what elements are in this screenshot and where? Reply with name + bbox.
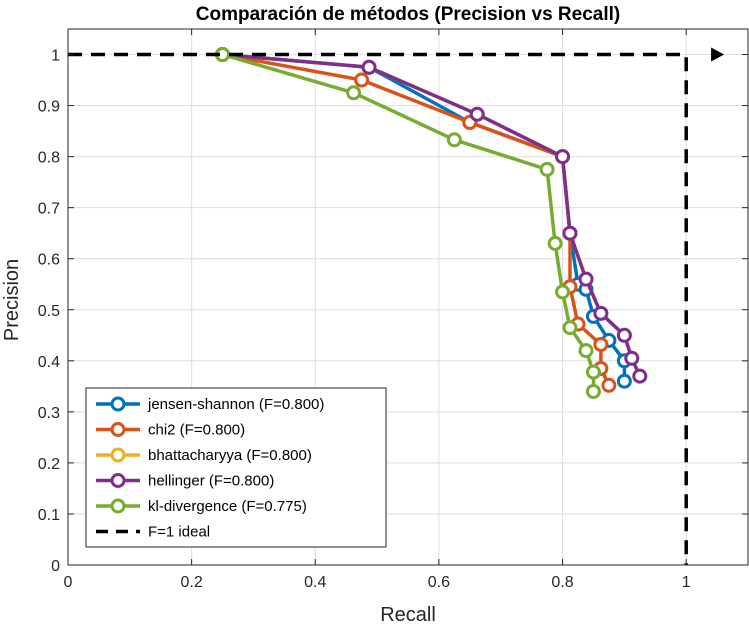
data-point [555, 284, 571, 300]
y-tick-label: 0.2 [38, 456, 60, 473]
series-line [222, 52, 596, 392]
x-tick-labels: 0 0.2 0.4 0.6 0.8 1 [64, 574, 691, 591]
x-tick-label: 1 [682, 574, 691, 591]
x-axis-label: Recall [380, 604, 436, 626]
legend-swatch-marker [110, 422, 126, 437]
series-4 [215, 47, 601, 399]
data-point [446, 132, 462, 148]
legend-label: kl-divergence (F=0.775) [148, 498, 307, 515]
series-line [222, 52, 642, 377]
data-point [616, 373, 632, 389]
legend-item: bhattacharyya (F=0.800) [96, 447, 312, 464]
data-point [585, 364, 601, 380]
y-tick-label: 0.1 [38, 507, 60, 524]
data-point [469, 106, 485, 122]
data-point [578, 271, 594, 287]
y-tick-label: 0.7 [38, 201, 60, 218]
data-point [632, 368, 648, 384]
data-point [562, 320, 578, 336]
data-point [585, 383, 601, 399]
legend-label: F=1 ideal [148, 524, 210, 541]
legend-item: jensen-shannon (F=0.800) [96, 396, 324, 413]
legend-label: bhattacharyya (F=0.800) [148, 447, 312, 464]
y-tick-label: 0 [51, 558, 60, 575]
data-point [562, 225, 578, 241]
legend: jensen-shannon (F=0.800) chi2 (F=0.800) bh… [85, 387, 387, 548]
legend-item: kl-divergence (F=0.775) [96, 498, 307, 515]
chart-title: Comparación de métodos (Precision vs Rec… [196, 4, 620, 25]
x-tick-label: 0.8 [551, 574, 573, 591]
reference-layer [68, 47, 725, 565]
data-point [346, 85, 362, 101]
y-tick-label: 0.8 [38, 150, 60, 167]
y-tick-label: 0.3 [38, 405, 60, 422]
x-tick-label: 0 [64, 574, 73, 591]
data-point [624, 350, 640, 366]
y-tick-label: 0.4 [38, 354, 60, 371]
legend-swatch-marker [110, 396, 126, 412]
legend-label: hellinger (F=0.800) [148, 473, 274, 490]
data-point [616, 327, 632, 343]
legend-swatch-marker [110, 473, 126, 488]
data-point [593, 305, 609, 321]
data-point [601, 377, 617, 393]
legend-item: F=1 ideal [96, 524, 210, 541]
y-tick-label: 0.5 [38, 303, 60, 320]
legend-swatch-marker [110, 447, 126, 463]
legend-swatch-marker [110, 498, 126, 514]
data-point [578, 343, 594, 359]
data-point [361, 59, 377, 75]
legend-item: hellinger (F=0.800) [96, 473, 274, 490]
legend-item: chi2 (F=0.800) [96, 422, 245, 439]
series-line [222, 52, 611, 387]
reference-arrow-marker [711, 47, 725, 62]
y-tick-labels: 0 0.1 0.2 0.3 0.4 0.5 0.6 0.7 0.8 0.9 1 [38, 48, 60, 575]
x-tick-label: 0.2 [181, 574, 203, 591]
legend-label: chi2 (F=0.800) [148, 422, 245, 439]
data-point [354, 72, 370, 88]
data-point [555, 149, 571, 165]
y-tick-label: 0.6 [38, 252, 60, 269]
x-tick-label: 0.4 [304, 574, 326, 591]
legend-label: jensen-shannon (F=0.800) [147, 396, 324, 413]
y-axis-label: Precision [1, 259, 23, 341]
data-point [593, 336, 609, 352]
x-tick-label: 0.6 [428, 574, 450, 591]
series-1 [215, 47, 617, 393]
data-point [547, 235, 563, 251]
y-tick-label: 0.9 [38, 99, 60, 116]
data-point [539, 161, 555, 177]
axes-frame [67, 28, 749, 566]
axes-box [67, 28, 749, 566]
y-tick-label: 1 [51, 48, 60, 65]
legend-box [85, 387, 387, 548]
